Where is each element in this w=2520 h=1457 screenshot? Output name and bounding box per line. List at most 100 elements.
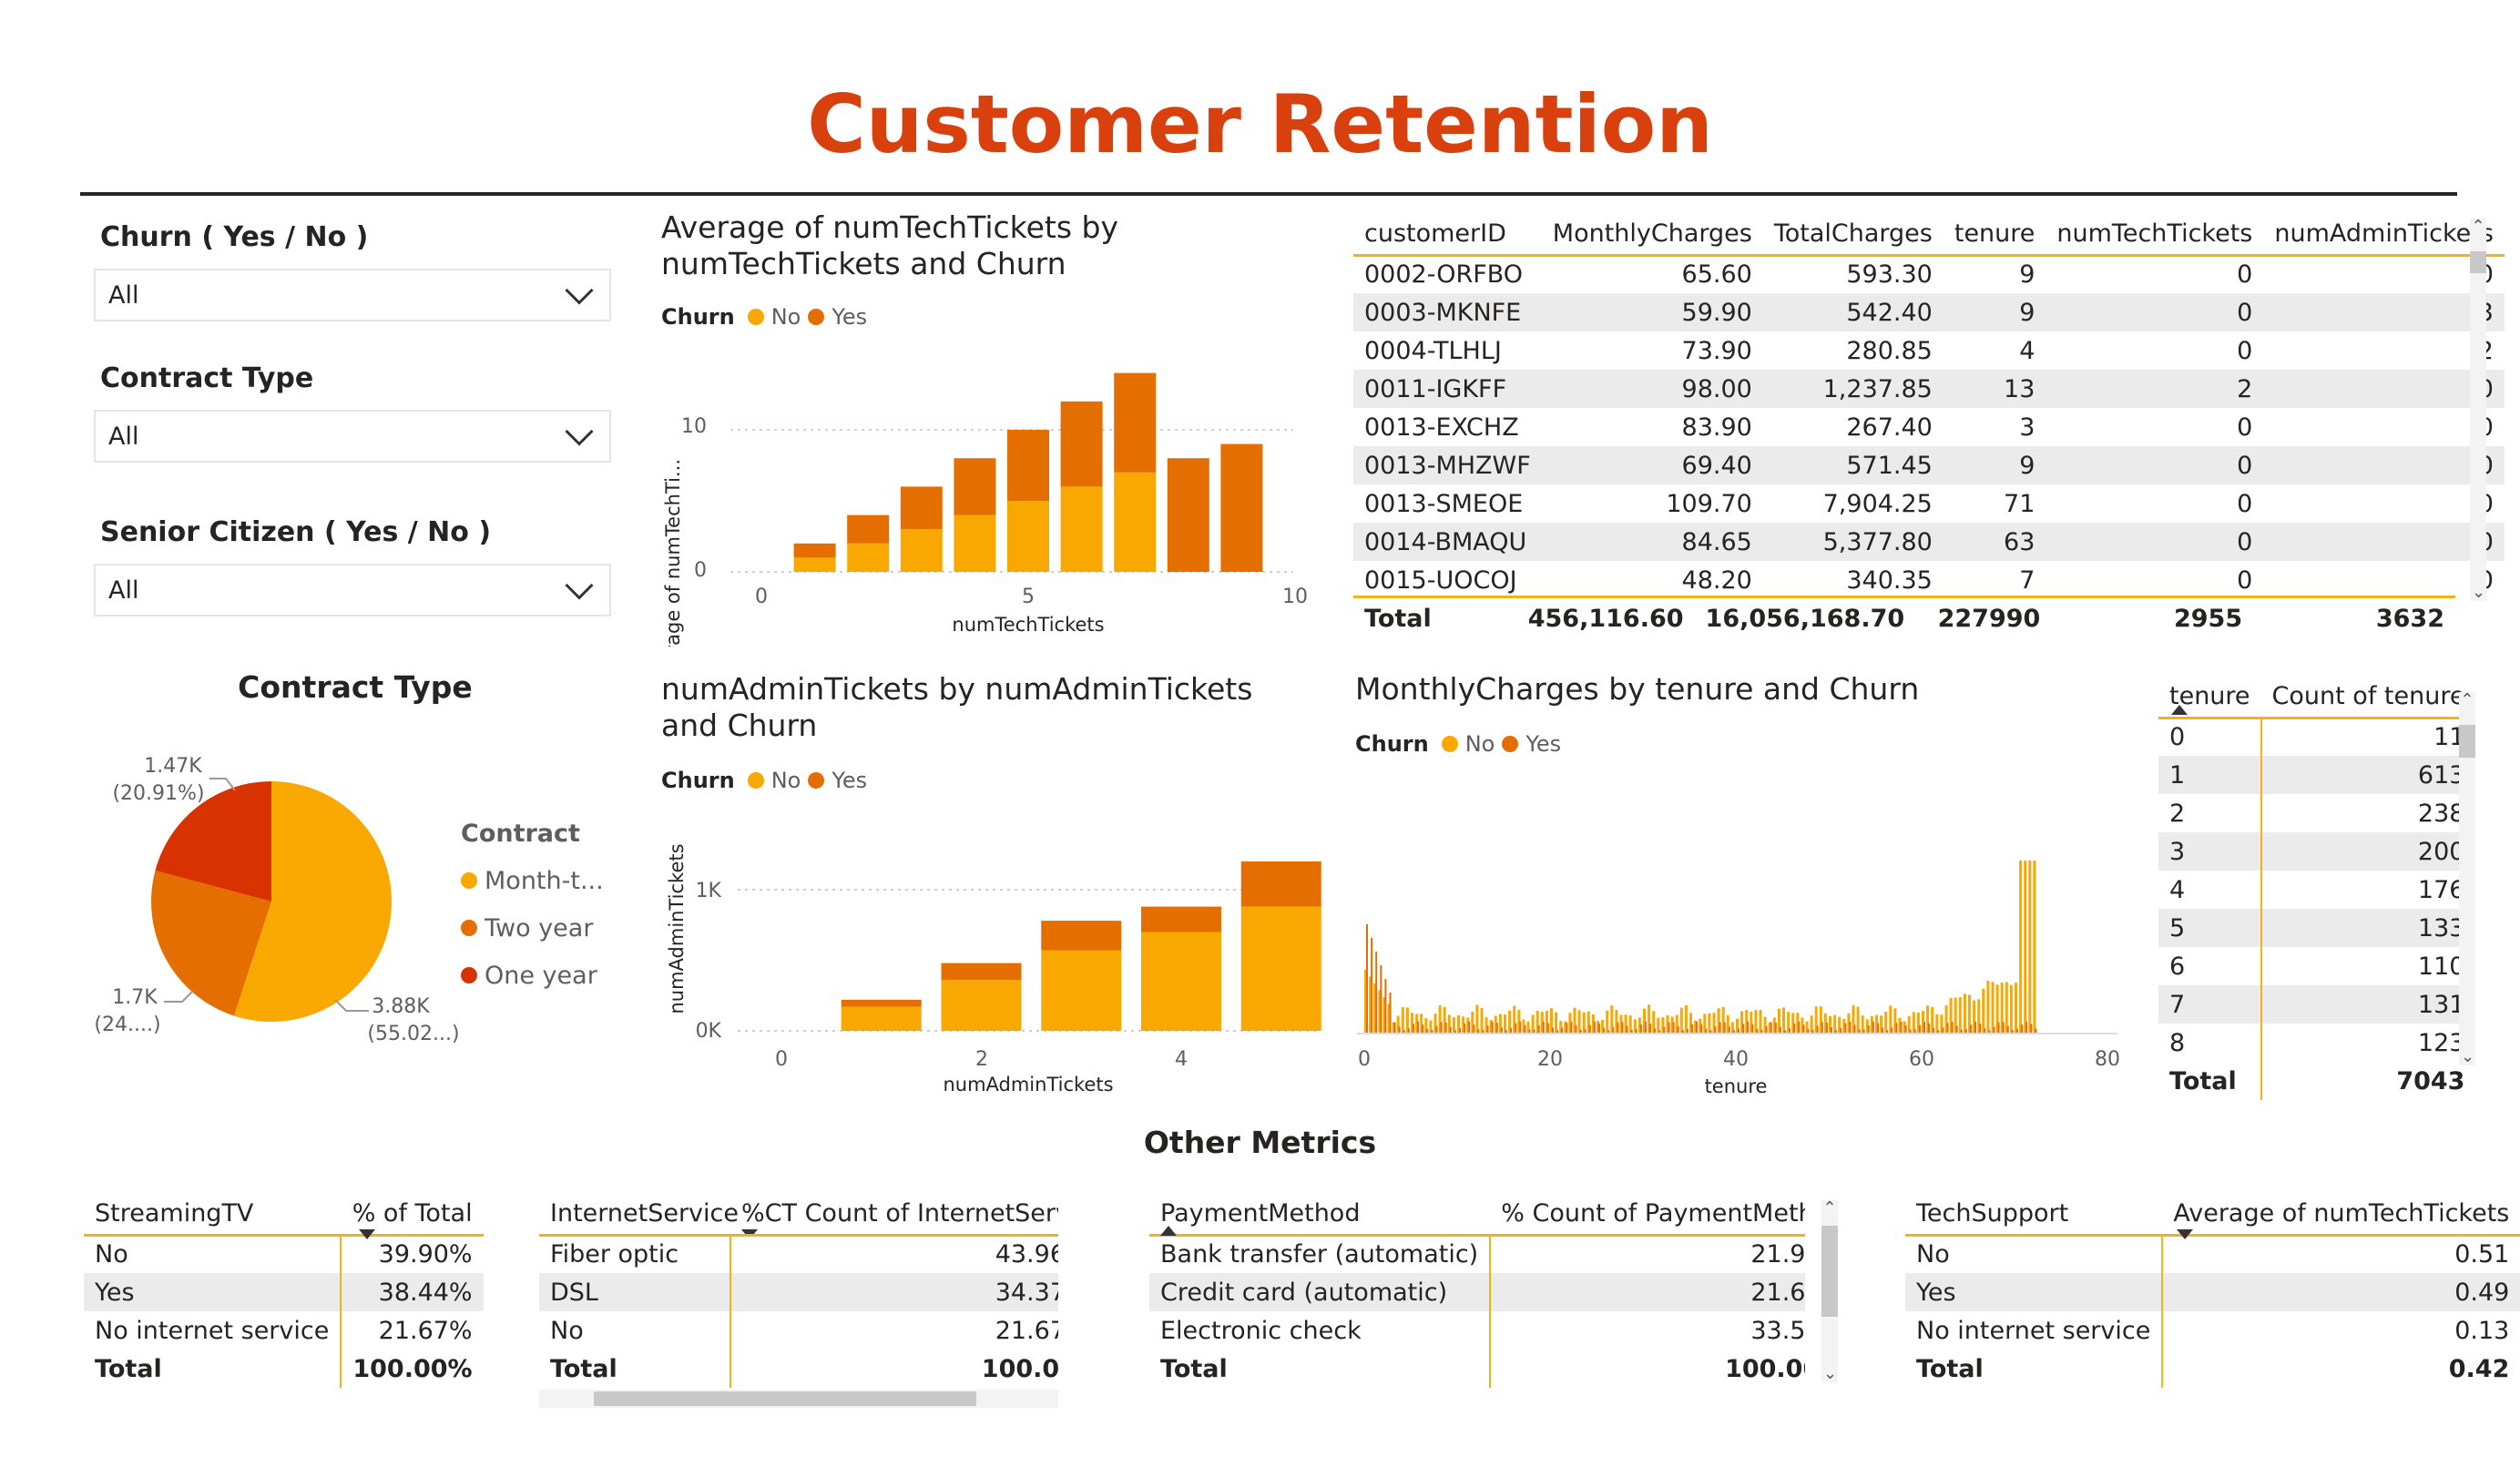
monthly-bar-yes[interactable]: [1579, 1029, 1582, 1034]
monthly-bar-yes[interactable]: [1774, 1022, 1777, 1034]
col-totalcharges[interactable]: TotalCharges: [1773, 219, 1933, 248]
monthly-bar-yes[interactable]: [1435, 1025, 1438, 1034]
scroll-down-icon[interactable]: ⌄: [2461, 1047, 2475, 1066]
monthly-bar-yes[interactable]: [1626, 1025, 1628, 1034]
monthly-bar-yes[interactable]: [2002, 1022, 2005, 1034]
monthly-bar-no[interactable]: [1555, 1012, 1558, 1034]
tech-bar-yes[interactable]: [793, 543, 836, 558]
monthly-bar-yes[interactable]: [1696, 1021, 1699, 1034]
monthly-bar-no[interactable]: [1949, 997, 1953, 1034]
monthly-bar-yes[interactable]: [1459, 1028, 1461, 1034]
streaming-row[interactable]: No 39.90%: [84, 1235, 484, 1273]
monthly-bar-no[interactable]: [1504, 1014, 1506, 1034]
monthly-bar-no[interactable]: [1977, 999, 1981, 1034]
internet-row[interactable]: DSL 34.37: [539, 1273, 1058, 1311]
monthly-bar-no[interactable]: [1564, 1021, 1567, 1034]
tech-bar-yes[interactable]: [1220, 443, 1263, 572]
monthly-bar-yes[interactable]: [1779, 1026, 1781, 1034]
monthly-bar-yes[interactable]: [1835, 1030, 1838, 1034]
monthly-bar-no[interactable]: [1447, 1014, 1451, 1034]
tenure-row[interactable]: 7 131: [2158, 985, 2476, 1024]
monthly-bar-yes[interactable]: [1913, 1029, 1916, 1034]
monthly-bar-no[interactable]: [1763, 1016, 1767, 1034]
monthly-bar-yes[interactable]: [1491, 1022, 1494, 1034]
monthly-bar-no[interactable]: [1935, 1014, 1939, 1034]
payment-row[interactable]: Credit card (automatic)21.61%: [1149, 1273, 1805, 1311]
col-pct-of-total[interactable]: % of Total: [341, 1193, 483, 1239]
monthly-bar-no[interactable]: [1411, 1013, 1413, 1034]
monthly-bar-yes[interactable]: [1677, 1025, 1679, 1034]
monthly-bar-yes[interactable]: [1886, 1030, 1889, 1034]
admin-bar-no[interactable]: [1141, 932, 1221, 1032]
monthly-bar-no[interactable]: [1898, 1017, 1902, 1034]
monthly-bar-no[interactable]: [1606, 1010, 1609, 1034]
monthly-bar-no[interactable]: [1708, 1013, 1711, 1034]
monthly-bar-yes[interactable]: [1375, 952, 1378, 1034]
monthly-bar-no[interactable]: [1810, 1015, 1813, 1034]
monthly-bar-no[interactable]: [1675, 1014, 1678, 1034]
monthly-bar-yes[interactable]: [1831, 1027, 1832, 1034]
monthly-bar-no[interactable]: [1396, 1015, 1400, 1034]
monthly-bar-yes[interactable]: [1714, 1026, 1717, 1034]
techsupport-row[interactable]: No internet service 0.13: [1905, 1311, 2520, 1350]
monthly-bar-no[interactable]: [1801, 1017, 1804, 1034]
monthly-bar-yes[interactable]: [1738, 1028, 1740, 1034]
tech-bar-yes[interactable]: [1007, 430, 1049, 501]
monthly-bar-yes[interactable]: [1686, 1028, 1689, 1034]
streaming-table[interactable]: StreamingTV % of Total No 39.90% Yes 38.44%…: [84, 1193, 484, 1388]
col-internetservice[interactable]: InternetService: [550, 1198, 739, 1228]
monthly-bar-no[interactable]: [1889, 1005, 1893, 1034]
tech-bar-yes[interactable]: [1060, 401, 1103, 487]
tenure-row[interactable]: 0 11: [2158, 718, 2475, 756]
customers-row[interactable]: 0015-UOCOJ 48.20 340.35 7 00: [1353, 561, 2505, 599]
admin-bar-no[interactable]: [1041, 950, 1122, 1031]
admin-tickets-chart[interactable]: numAdminTickets 1K 0K 0 2 4 numAdminTick…: [656, 801, 1330, 1102]
monthly-bar-yes[interactable]: [1700, 1024, 1703, 1034]
monthly-bar-yes[interactable]: [1867, 1025, 1870, 1034]
monthly-bar-yes[interactable]: [1593, 1021, 1596, 1034]
monthly-bar-yes[interactable]: [1566, 1023, 1568, 1034]
monthly-bar-yes[interactable]: [1635, 1029, 1637, 1034]
monthly-bar-yes[interactable]: [1997, 1022, 2000, 1034]
monthly-bar-no[interactable]: [1637, 1017, 1641, 1034]
monthly-bar-yes[interactable]: [1709, 1030, 1712, 1034]
col-avg-numtechtickets[interactable]: Average of numTechTickets: [2162, 1193, 2520, 1239]
admin-bar-no[interactable]: [1240, 906, 1321, 1031]
monthly-bar-no[interactable]: [1498, 1014, 1502, 1034]
monthly-bar-no[interactable]: [1922, 1011, 1924, 1034]
monthly-bar-no[interactable]: [1717, 1008, 1720, 1034]
monthly-bar-no[interactable]: [1912, 1012, 1915, 1034]
monthly-bar-no[interactable]: [2015, 983, 2017, 1034]
monthly-bar-yes[interactable]: [1398, 1026, 1401, 1034]
monthly-bar-no[interactable]: [2009, 984, 2013, 1034]
tech-bar-yes[interactable]: [900, 486, 943, 530]
monthly-bar-no[interactable]: [1513, 1005, 1516, 1034]
monthly-bar-no[interactable]: [1856, 1006, 1860, 1034]
monthly-bar-yes[interactable]: [1723, 1022, 1726, 1034]
legend-yes-label[interactable]: Yes: [831, 768, 868, 793]
legend-yes-label[interactable]: Yes: [831, 304, 868, 330]
scroll-up-icon[interactable]: ⌃: [2460, 690, 2474, 709]
monthly-bar-no[interactable]: [1684, 1004, 1688, 1034]
monthly-bar-yes[interactable]: [1807, 1029, 1810, 1034]
monthly-bar-no[interactable]: [1842, 1018, 1846, 1034]
monthly-bar-no[interactable]: [1916, 1012, 1920, 1034]
monthly-bar-no[interactable]: [1526, 1021, 1530, 1034]
monthly-bar-yes[interactable]: [2016, 1029, 2018, 1034]
monthly-bar-no[interactable]: [1471, 1011, 1474, 1034]
col-techsupport[interactable]: TechSupport: [1916, 1198, 2069, 1228]
monthly-bar-yes[interactable]: [1570, 1022, 1573, 1034]
monthly-bar-no[interactable]: [1777, 1008, 1780, 1034]
monthly-bar-yes[interactable]: [1760, 1030, 1763, 1034]
monthly-bar-yes[interactable]: [1384, 979, 1387, 1034]
monthly-bar-no[interactable]: [1420, 1014, 1423, 1034]
internet-row[interactable]: Fiber optic 43.96: [539, 1235, 1058, 1273]
monthly-bar-no[interactable]: [1652, 1011, 1656, 1034]
monthly-bar-no[interactable]: [1838, 1016, 1842, 1034]
internet-row[interactable]: No 21.67: [539, 1311, 1058, 1350]
monthly-bar-yes[interactable]: [1449, 1026, 1452, 1034]
tech-bar-yes[interactable]: [1167, 458, 1209, 572]
internet-h-scrollbar[interactable]: [539, 1390, 1058, 1408]
monthly-bar-no[interactable]: [1852, 1004, 1855, 1034]
monthly-bar-yes[interactable]: [1617, 1023, 1619, 1034]
